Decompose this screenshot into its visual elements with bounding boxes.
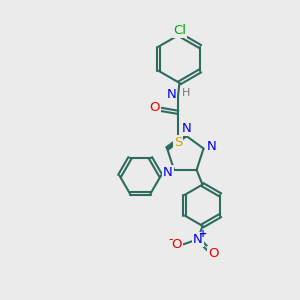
- Text: N: N: [167, 88, 176, 101]
- Text: O: O: [208, 247, 219, 260]
- Text: N: N: [182, 122, 192, 135]
- Text: H: H: [182, 88, 190, 98]
- Text: N: N: [163, 166, 172, 179]
- Text: S: S: [174, 136, 182, 149]
- Text: O: O: [149, 101, 160, 114]
- Text: N: N: [193, 232, 203, 246]
- Text: N: N: [207, 140, 217, 153]
- Text: +: +: [199, 229, 207, 239]
- Text: O: O: [172, 238, 182, 251]
- Text: Cl: Cl: [173, 24, 186, 37]
- Text: -: -: [169, 233, 173, 247]
